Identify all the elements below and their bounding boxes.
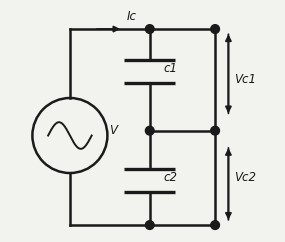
Text: c1: c1 — [163, 62, 177, 76]
Circle shape — [211, 126, 219, 135]
Text: Ic: Ic — [127, 10, 137, 23]
Text: c2: c2 — [163, 171, 177, 184]
Circle shape — [211, 221, 219, 229]
Circle shape — [211, 25, 219, 33]
Circle shape — [145, 126, 154, 135]
Circle shape — [145, 25, 154, 33]
Text: Vc1: Vc1 — [235, 73, 256, 86]
Text: Vc2: Vc2 — [235, 171, 256, 184]
Circle shape — [145, 221, 154, 229]
Text: V: V — [109, 124, 117, 137]
